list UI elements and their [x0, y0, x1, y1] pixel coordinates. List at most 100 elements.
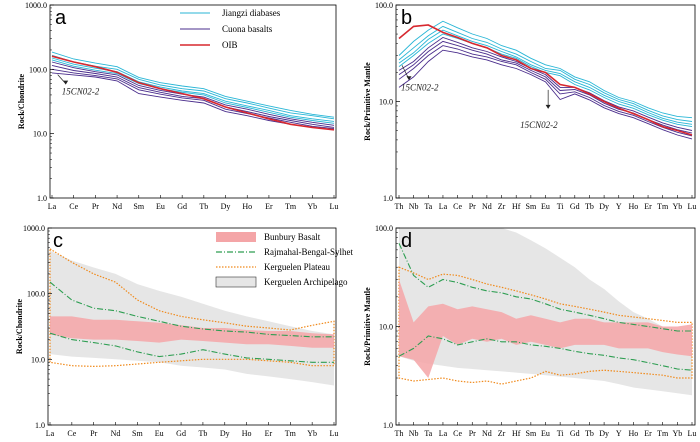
- y-tick-label: 100.0: [375, 1, 393, 10]
- x-tick-label-lu: Lu: [330, 202, 339, 211]
- series-cuona-basalts-6: [398, 45, 693, 137]
- legend-label: Cuona basalts: [222, 24, 273, 34]
- envelope-kerguelen-plateau: [49, 247, 335, 368]
- series-jiangzi-diabases-0: [51, 51, 335, 118]
- x-tick-label-ce: Ce: [453, 429, 462, 438]
- x-tick-label-tm: Tm: [657, 202, 669, 211]
- plot-frame-b: [395, 4, 696, 199]
- sample-annotation: 15CN02-2: [62, 87, 100, 97]
- envelope-kerguelen-archipelago: [399, 228, 692, 396]
- x-tick-label-sm: Sm: [526, 202, 537, 211]
- x-tick-label-y: Y: [616, 429, 622, 438]
- x-tick-label-la: La: [48, 202, 57, 211]
- sample-annotation: 15CN02-2: [401, 82, 439, 92]
- panel-label: b: [401, 7, 412, 29]
- plot-area-b: [398, 20, 693, 140]
- x-tick-label-er: Er: [644, 202, 652, 211]
- x-tick-label-pr: Pr: [90, 429, 97, 438]
- x-tick-label-hf: Hf: [512, 202, 521, 211]
- y-tick-label: 1.0: [383, 421, 393, 430]
- legend-swatch: [216, 232, 256, 242]
- x-tick-label-la: La: [439, 202, 448, 211]
- series-cuona-basalts-5: [51, 64, 335, 128]
- y-axis-label: Rock/Chondrite: [15, 299, 24, 355]
- x-tick-label-dy: Dy: [220, 429, 230, 438]
- x-tick-label-y: Y: [616, 202, 622, 211]
- x-tick-label-la: La: [46, 429, 55, 438]
- x-tick-label-hf: Hf: [512, 429, 521, 438]
- y-tick-label: 1000.0: [25, 1, 47, 10]
- x-tick-label-eu: Eu: [541, 429, 550, 438]
- x-tick-label-lu: Lu: [688, 429, 697, 438]
- y-tick-label: 1.0: [383, 194, 393, 203]
- panel-d: 1.0 10.0 100.0 Th Nb Ta La Ce Pr Nd Zr Hf Sm Eu Ti Gd Tb…: [363, 224, 696, 438]
- x-tick-label-ce: Ce: [67, 429, 76, 438]
- x-tick-label-ta: Ta: [424, 202, 432, 211]
- series-jiangzi-diabases-0: [398, 20, 693, 119]
- y-axis-label: Rock/Primitive Mantle: [363, 287, 372, 366]
- x-tick-label-nb: Nb: [409, 429, 419, 438]
- envelope-bunbury-basalt: [50, 316, 334, 348]
- y-tick-label: 1000.0: [23, 224, 45, 233]
- panel-label: a: [55, 7, 67, 29]
- arrow-icon: [63, 80, 69, 85]
- series-cuona-basalts-7: [398, 49, 693, 140]
- plot-area-c: [49, 247, 335, 386]
- x-tick-label-eu: Eu: [155, 429, 164, 438]
- legend-label: Jiangzi diabases: [222, 8, 281, 18]
- x-tick-label-th: Th: [395, 429, 404, 438]
- x-tick-label-eu: Eu: [156, 202, 165, 211]
- x-tick-label-dy: Dy: [221, 202, 231, 211]
- plot-area-a: [51, 51, 335, 131]
- y-tick-label: 100.0: [27, 290, 45, 299]
- x-tick-label-ti: Ti: [557, 202, 565, 211]
- x-tick-label-er: Er: [644, 429, 652, 438]
- x-tick-label-nb: Nb: [409, 202, 419, 211]
- series-cuona-basalts-4: [398, 37, 693, 131]
- x-tick-label-ho: Ho: [629, 429, 639, 438]
- x-tick-label-pr: Pr: [92, 202, 99, 211]
- arrow-icon: [545, 104, 551, 109]
- x-tick-label-zr: Zr: [498, 429, 506, 438]
- y-tick-label: 100.0: [29, 65, 47, 74]
- panel-a: 1.0 10.0 100.0 1000.0 La Ce Pr Nd Sm Eu Gd Tb Dy Ho Er…: [17, 1, 338, 211]
- series-jiangzi-diabases-1: [398, 25, 693, 122]
- x-tick-label-tb: Tb: [585, 202, 594, 211]
- x-tick-label-tm: Tm: [285, 202, 297, 211]
- series-rajmahal-bengal-sylhet-0: [49, 281, 334, 338]
- series-oib-8: [51, 55, 335, 131]
- envelope-kerguelen-plateau: [398, 266, 693, 385]
- panel-label: c: [53, 230, 63, 252]
- x-tick-label-nd: Nd: [111, 429, 121, 438]
- series-jiangzi-diabases-1: [51, 54, 335, 120]
- legend-label: Bunbury Basalt: [264, 232, 321, 242]
- x-tick-label-gd: Gd: [570, 429, 580, 438]
- x-tick-label-dy: Dy: [599, 429, 609, 438]
- legend-label: Kerguelen Archipelago: [264, 277, 348, 287]
- x-tick-label-th: Th: [395, 202, 404, 211]
- x-tick-label-nd: Nd: [482, 429, 492, 438]
- x-tick-label-yb: Yb: [307, 429, 317, 438]
- y-tick-label: 10.0: [33, 130, 47, 139]
- x-tick-label-dy: Dy: [599, 202, 609, 211]
- x-tick-label-ce: Ce: [69, 202, 78, 211]
- x-tick-label-gd: Gd: [177, 202, 187, 211]
- series-rajmahal-bengal-sylhet-1: [398, 335, 693, 371]
- x-tick-label-lu: Lu: [688, 202, 697, 211]
- series-jiangzi-diabases-3: [51, 59, 335, 124]
- x-tick-label-eu: Eu: [541, 202, 550, 211]
- x-tick-label-er: Er: [265, 429, 273, 438]
- x-tick-label-yb: Yb: [672, 429, 682, 438]
- panel-b: 1.0 10.0 100.0 Th Nb Ta La Ce Pr Nd Zr Hf Sm Eu Ti Gd Tb…: [363, 1, 696, 211]
- x-tick-label-nd: Nd: [112, 202, 122, 211]
- legend-label: OIB: [222, 40, 238, 50]
- x-tick-label-tm: Tm: [657, 429, 669, 438]
- plot-frame-a: [49, 4, 337, 199]
- x-tick-label-ho: Ho: [242, 202, 252, 211]
- legend-a: Jiangzi diabases Cuona basalts OIB: [180, 8, 281, 50]
- series-oib-8: [398, 24, 693, 136]
- series-cuona-basalts-7: [51, 72, 335, 131]
- y-tick-label: 10.0: [379, 323, 393, 332]
- x-tick-label-ti: Ti: [557, 429, 565, 438]
- x-tick-label-er: Er: [265, 202, 273, 211]
